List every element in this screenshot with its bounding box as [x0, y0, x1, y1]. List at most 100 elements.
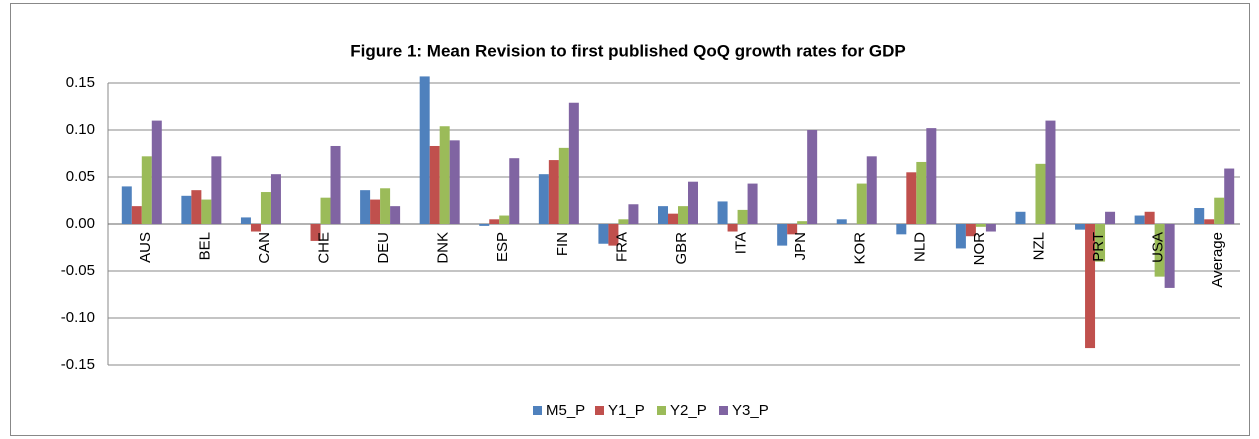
x-tick-label: GBR [673, 232, 690, 265]
y-tick-label: 0.10 [66, 121, 95, 138]
x-tick-label: CAN [256, 232, 273, 264]
y-tick-label: 0.00 [66, 215, 95, 232]
bar [548, 160, 559, 224]
bar [856, 183, 867, 224]
bar [916, 161, 927, 224]
bar [717, 201, 728, 224]
bar [201, 199, 212, 224]
bar [320, 197, 331, 224]
bar [419, 76, 430, 224]
legend-swatch [719, 406, 728, 415]
bar [807, 130, 818, 224]
bar [151, 120, 162, 224]
x-tick-label: FIN [554, 232, 571, 256]
bar [429, 145, 440, 224]
x-tick-label: Average [1209, 232, 1226, 288]
x-tick-label: AUS [137, 232, 154, 263]
bar [926, 128, 937, 224]
bar [955, 224, 966, 249]
bar [260, 192, 271, 224]
x-tick-label: USA [1150, 232, 1167, 263]
bar [310, 224, 321, 241]
bar [1154, 224, 1165, 277]
y-tick-label: 0.15 [66, 74, 95, 91]
x-tick-label: PRT [1090, 232, 1107, 262]
x-tick-label: ESP [494, 232, 511, 262]
bar [191, 190, 202, 224]
bar [1105, 211, 1116, 224]
x-tick-label: DNK [435, 232, 452, 264]
bar [668, 213, 678, 224]
bar [688, 181, 698, 224]
bar [906, 172, 917, 224]
bar [499, 215, 510, 224]
y-tick-label: -0.05 [61, 262, 95, 279]
legend-swatch [533, 406, 542, 415]
bar [568, 102, 579, 224]
x-tick-label: ITA [733, 232, 750, 254]
bar [181, 195, 192, 224]
x-tick-label: BEL [196, 232, 213, 260]
x-tick-label: FRA [613, 232, 630, 262]
x-tick-label: NOR [971, 232, 988, 266]
bar [628, 204, 639, 224]
bar [836, 219, 847, 224]
bar [1085, 224, 1096, 349]
bar [598, 224, 609, 244]
bar [380, 188, 391, 224]
bar [608, 224, 619, 246]
bar [141, 156, 152, 224]
bar [975, 224, 986, 227]
bar [618, 219, 629, 224]
bar [1194, 208, 1205, 224]
x-tick-label: JPN [792, 232, 809, 260]
bar [747, 183, 758, 224]
bar [1224, 168, 1235, 224]
bar [360, 190, 371, 224]
legend-swatch [595, 406, 604, 415]
x-tick-label: NZL [1030, 232, 1047, 260]
x-tick-label: NLD [911, 232, 928, 262]
bar [449, 140, 460, 224]
bar [439, 126, 450, 224]
bar [479, 224, 490, 226]
bar [985, 224, 996, 232]
bar [240, 217, 251, 224]
bar [370, 199, 381, 224]
y-tick-label: 0.05 [66, 168, 95, 185]
bar [727, 224, 738, 232]
bar [896, 224, 907, 235]
legend-label: Y2_P [670, 402, 707, 419]
bar [250, 224, 261, 232]
legend-swatch [657, 406, 666, 415]
y-tick-label: -0.15 [61, 356, 95, 373]
legend-label: Y3_P [732, 402, 769, 419]
bar [965, 224, 976, 237]
bar [121, 186, 132, 224]
bar [777, 224, 788, 246]
bar [866, 156, 877, 224]
bar [1045, 120, 1056, 224]
bar [538, 174, 549, 224]
bar [737, 209, 748, 224]
bar [1134, 215, 1145, 224]
chart-title: Figure 1: Mean Revision to first publish… [350, 41, 905, 60]
bar [330, 145, 341, 224]
bar [390, 206, 401, 224]
bar [1214, 197, 1225, 224]
bar [509, 158, 520, 224]
bar [1035, 163, 1046, 224]
bar [489, 219, 500, 224]
bar [797, 221, 808, 224]
bar [658, 206, 668, 224]
x-tick-label: KOR [852, 232, 869, 265]
legend-label: M5_P [546, 402, 585, 419]
bar [131, 206, 142, 224]
bar [558, 147, 569, 224]
bar [1075, 224, 1086, 230]
bar [1164, 224, 1175, 288]
bar [270, 174, 281, 224]
bar [211, 156, 222, 224]
